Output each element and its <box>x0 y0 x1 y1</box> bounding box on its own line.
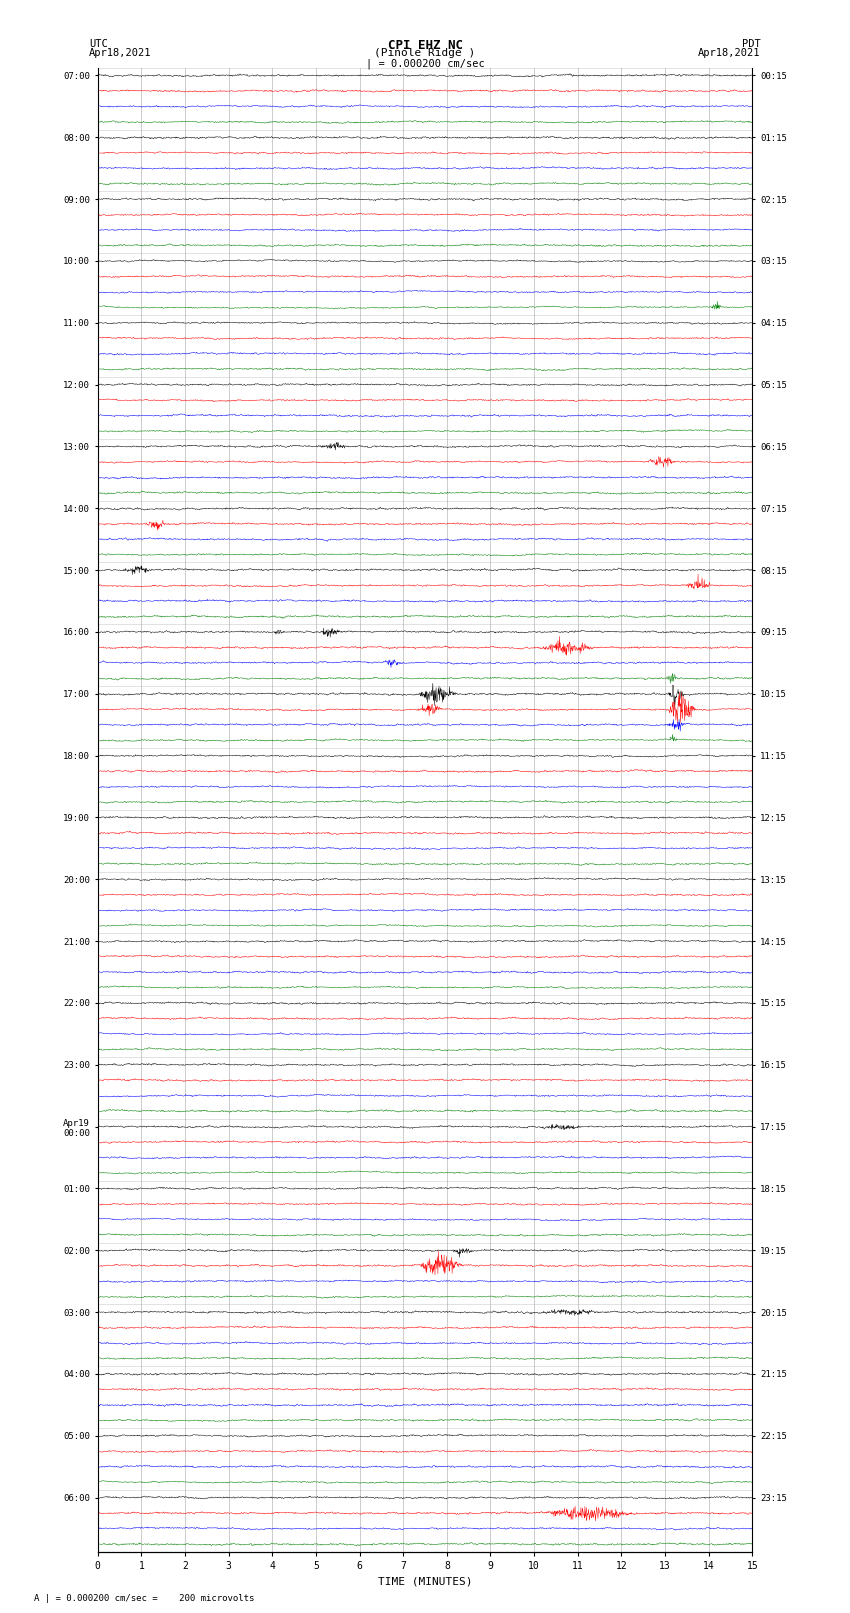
Text: | = 0.000200 cm/sec: | = 0.000200 cm/sec <box>366 58 484 69</box>
Text: CPI EHZ NC: CPI EHZ NC <box>388 39 462 52</box>
X-axis label: TIME (MINUTES): TIME (MINUTES) <box>377 1576 473 1586</box>
Text: Apr18,2021: Apr18,2021 <box>89 48 152 58</box>
Text: Apr18,2021: Apr18,2021 <box>698 48 761 58</box>
Text: (Pinole Ridge ): (Pinole Ridge ) <box>374 48 476 58</box>
Text: A | = 0.000200 cm/sec =    200 microvolts: A | = 0.000200 cm/sec = 200 microvolts <box>34 1594 254 1603</box>
Text: PDT: PDT <box>742 39 761 48</box>
Text: UTC: UTC <box>89 39 108 48</box>
